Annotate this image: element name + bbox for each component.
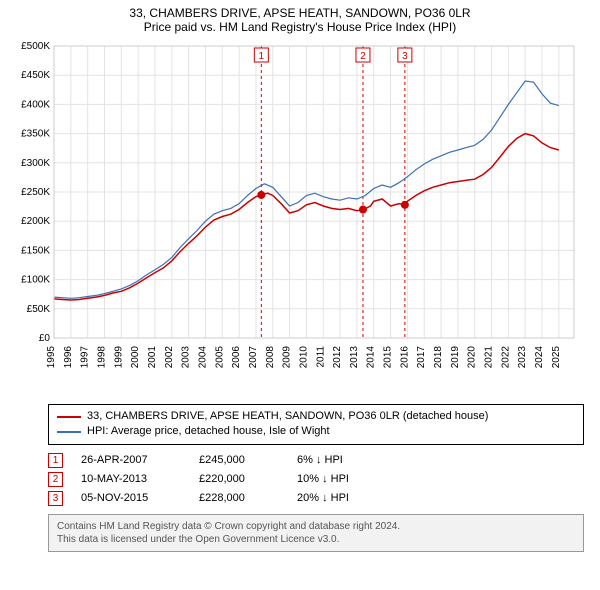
svg-text:2024: 2024 xyxy=(534,346,545,369)
svg-text:£450K: £450K xyxy=(21,70,50,81)
svg-text:2011: 2011 xyxy=(315,346,326,368)
event-comparison: 6% ↓ HPI xyxy=(297,454,343,466)
svg-text:2008: 2008 xyxy=(265,346,276,369)
svg-text:2016: 2016 xyxy=(399,346,410,369)
svg-text:2009: 2009 xyxy=(282,346,293,369)
svg-text:£400K: £400K xyxy=(21,99,50,110)
event-date: 26-APR-2007 xyxy=(81,454,181,466)
svg-text:2019: 2019 xyxy=(450,346,461,369)
footer-line: Contains HM Land Registry data © Crown c… xyxy=(57,520,575,533)
event-price: £245,000 xyxy=(199,454,279,466)
event-comparison: 10% ↓ HPI xyxy=(297,473,349,485)
svg-text:2022: 2022 xyxy=(500,346,511,369)
chart-subtitle: Price paid vs. HM Land Registry's House … xyxy=(10,20,590,34)
legend-item: 33, CHAMBERS DRIVE, APSE HEATH, SANDOWN,… xyxy=(57,409,575,424)
sale-event-row: 3 05-NOV-2015 £228,000 20% ↓ HPI xyxy=(48,489,584,508)
svg-text:2004: 2004 xyxy=(197,346,208,369)
svg-text:£300K: £300K xyxy=(21,158,50,169)
svg-text:£0: £0 xyxy=(39,333,51,344)
event-price: £220,000 xyxy=(199,473,279,485)
legend-swatch-icon xyxy=(57,416,81,418)
legend-label: 33, CHAMBERS DRIVE, APSE HEATH, SANDOWN,… xyxy=(87,409,488,424)
svg-text:2025: 2025 xyxy=(551,346,562,369)
legend-label: HPI: Average price, detached house, Isle… xyxy=(87,424,330,439)
legend-swatch-icon xyxy=(57,431,81,433)
event-marker-icon: 3 xyxy=(48,491,63,506)
svg-text:£250K: £250K xyxy=(21,187,50,198)
svg-text:1998: 1998 xyxy=(96,346,107,369)
svg-text:3: 3 xyxy=(402,51,408,62)
svg-text:£200K: £200K xyxy=(21,216,50,227)
svg-text:2013: 2013 xyxy=(349,346,360,369)
svg-text:1997: 1997 xyxy=(80,346,91,369)
svg-text:2006: 2006 xyxy=(231,346,242,369)
svg-text:£350K: £350K xyxy=(21,129,50,140)
svg-text:2015: 2015 xyxy=(383,346,394,369)
svg-text:2002: 2002 xyxy=(164,346,175,369)
sale-events-table: 1 26-APR-2007 £245,000 6% ↓ HPI 2 10-MAY… xyxy=(48,451,584,508)
price-chart: £0 £50K £100K £150K £200K £250K £300K £350K £400… xyxy=(10,38,590,398)
event-marker-icon: 2 xyxy=(48,472,63,487)
svg-text:2000: 2000 xyxy=(130,346,141,369)
event-date: 10-MAY-2013 xyxy=(81,473,181,485)
svg-text:2005: 2005 xyxy=(214,346,225,369)
svg-text:2018: 2018 xyxy=(433,346,444,369)
svg-text:£500K: £500K xyxy=(21,41,50,52)
svg-text:£150K: £150K xyxy=(21,245,50,256)
svg-text:2014: 2014 xyxy=(366,346,377,369)
svg-text:2017: 2017 xyxy=(416,346,427,369)
footer-line: This data is licensed under the Open Gov… xyxy=(57,533,575,546)
svg-text:1999: 1999 xyxy=(113,346,124,369)
svg-text:2021: 2021 xyxy=(484,346,495,369)
event-comparison: 20% ↓ HPI xyxy=(297,492,349,504)
legend-item: HPI: Average price, detached house, Isle… xyxy=(57,424,575,439)
sale-event-row: 2 10-MAY-2013 £220,000 10% ↓ HPI xyxy=(48,470,584,489)
svg-text:2003: 2003 xyxy=(181,346,192,369)
sale-event-row: 1 26-APR-2007 £245,000 6% ↓ HPI xyxy=(48,451,584,470)
svg-text:2012: 2012 xyxy=(332,346,343,369)
svg-text:£50K: £50K xyxy=(27,304,51,315)
svg-text:2001: 2001 xyxy=(147,346,158,369)
svg-text:2: 2 xyxy=(360,51,366,62)
svg-text:1996: 1996 xyxy=(63,346,74,369)
attribution-footer: Contains HM Land Registry data © Crown c… xyxy=(48,514,584,552)
legend-box: 33, CHAMBERS DRIVE, APSE HEATH, SANDOWN,… xyxy=(48,404,584,445)
event-price: £228,000 xyxy=(199,492,279,504)
svg-text:2020: 2020 xyxy=(467,346,478,369)
svg-text:2023: 2023 xyxy=(517,346,528,369)
chart-title: 33, CHAMBERS DRIVE, APSE HEATH, SANDOWN,… xyxy=(10,6,590,20)
svg-text:2010: 2010 xyxy=(298,346,309,369)
svg-text:1995: 1995 xyxy=(46,346,57,369)
event-marker-icon: 1 xyxy=(48,453,63,468)
svg-text:£100K: £100K xyxy=(21,275,50,286)
chart-svg: £0 £50K £100K £150K £200K £250K £300K £350K £400… xyxy=(10,38,590,398)
svg-text:1: 1 xyxy=(259,51,265,62)
svg-text:2007: 2007 xyxy=(248,346,259,369)
event-date: 05-NOV-2015 xyxy=(81,492,181,504)
